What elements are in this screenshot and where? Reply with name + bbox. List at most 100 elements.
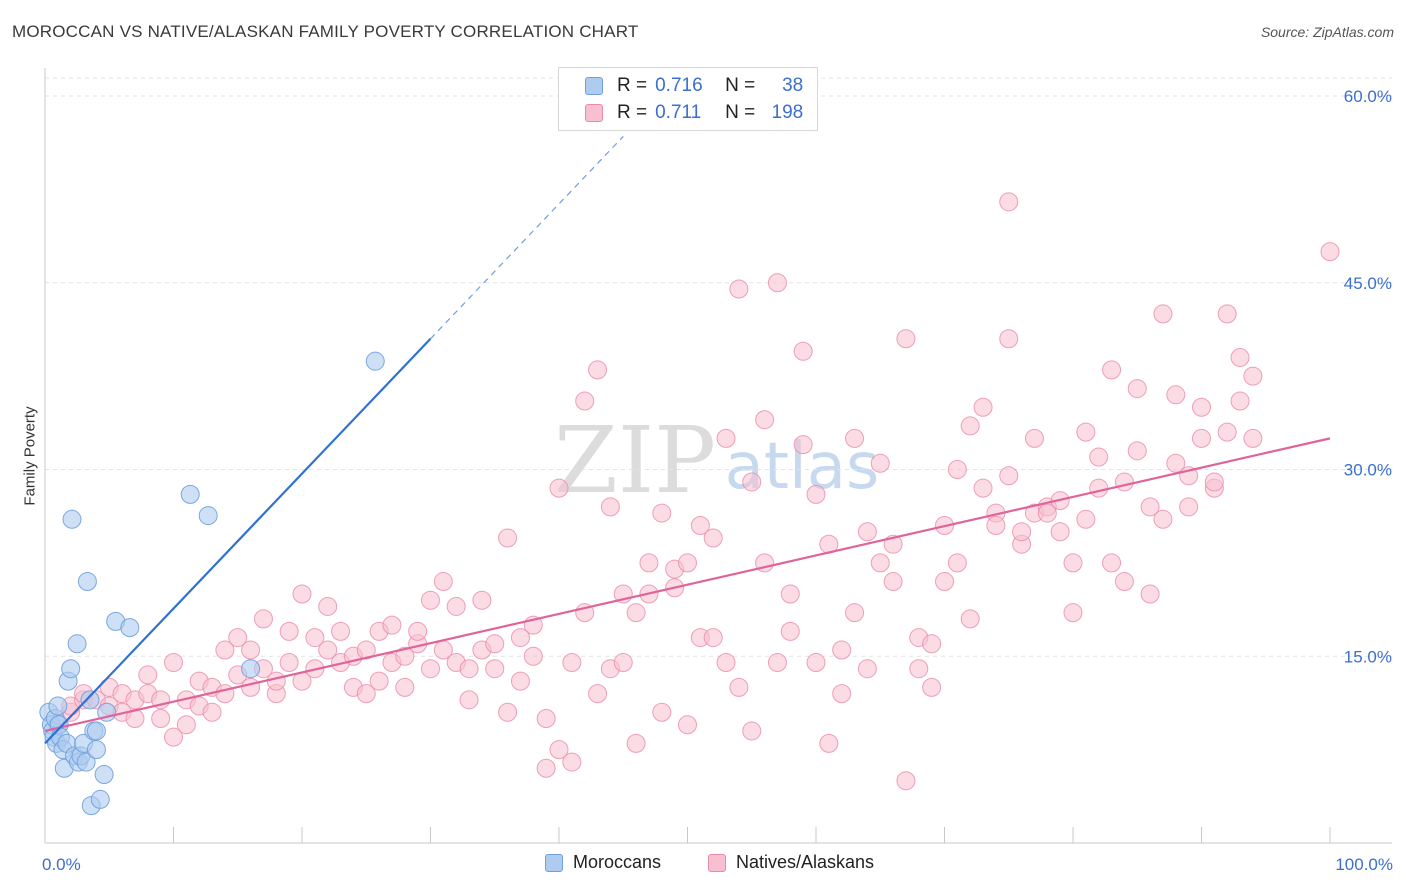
point-natives [485, 659, 505, 679]
point-natives [960, 416, 980, 436]
point-natives [935, 572, 954, 592]
point-natives [164, 652, 183, 672]
series-legend: Moroccans Natives/Alaskans [0, 852, 1406, 878]
watermark-zip: ZIP [554, 407, 716, 514]
point-natives [767, 652, 787, 672]
point-natives [806, 484, 826, 504]
point-natives [999, 466, 1019, 486]
swatch-moroccans [545, 853, 563, 872]
point-natives [215, 640, 235, 660]
trend-line-natives [44, 437, 1331, 733]
point-moroccans [80, 690, 100, 710]
point-natives [279, 652, 299, 672]
point-natives [356, 640, 376, 660]
point-natives [690, 516, 710, 536]
point-natives [1076, 422, 1096, 442]
point-natives [896, 771, 916, 791]
r-label: R = [617, 75, 648, 96]
point-natives [1127, 379, 1147, 399]
point-natives [1102, 360, 1122, 380]
point-natives [780, 584, 800, 604]
r-value: 0.716 [655, 75, 703, 96]
point-natives [716, 652, 736, 672]
point-natives [588, 684, 608, 704]
r-label: R = [617, 102, 648, 123]
point-natives [472, 590, 492, 610]
n-label: N = [725, 102, 756, 123]
point-natives [1243, 366, 1263, 386]
point-moroccans [77, 572, 97, 592]
point-natives [793, 435, 813, 455]
point-natives [1063, 553, 1083, 573]
point-natives [832, 640, 852, 660]
axes [44, 68, 1392, 844]
swatch-natives [585, 104, 603, 122]
point-natives [421, 659, 440, 679]
point-natives [549, 478, 569, 498]
point-natives [1140, 584, 1160, 604]
y-tick-label: 30.0% [1344, 461, 1392, 480]
point-natives [549, 740, 569, 760]
point-natives [922, 634, 942, 654]
point-natives [613, 652, 633, 672]
point-moroccans [61, 659, 81, 679]
point-natives [228, 628, 248, 648]
point-natives [1089, 447, 1109, 467]
series-moroccans-points [39, 351, 385, 816]
point-natives [986, 516, 1006, 536]
point-natives [999, 192, 1019, 212]
point-natives [369, 671, 389, 691]
point-natives [395, 646, 415, 666]
point-natives [973, 478, 993, 498]
point-natives [279, 621, 299, 641]
trend-lines [44, 136, 1331, 745]
stats-row-natives: R = 0.711 N = 198 [585, 100, 803, 126]
point-natives [870, 453, 890, 473]
n-value: 38 [782, 75, 804, 96]
point-natives [626, 733, 646, 753]
stats-legend: R = 0.716 N = 38 R = 0.711 N = 198 [558, 67, 818, 131]
point-natives [395, 677, 415, 697]
point-natives [1012, 522, 1032, 542]
source-credit: Source: ZipAtlas.com [1260, 24, 1394, 40]
point-natives [318, 596, 338, 616]
gridlines [45, 77, 1392, 657]
point-natives [202, 702, 222, 722]
point-natives [652, 702, 672, 722]
point-natives [523, 646, 543, 666]
point-natives [922, 677, 942, 697]
point-natives [459, 690, 479, 710]
point-natives [1166, 385, 1186, 405]
point-natives [703, 528, 723, 548]
y-tick-label: 45.0% [1344, 274, 1392, 293]
legend-item-moroccans[interactable]: Moroccans [545, 852, 661, 873]
legend-item-natives[interactable]: Natives/Alaskans [708, 852, 874, 873]
point-moroccans [120, 618, 140, 638]
point-natives [896, 329, 916, 349]
point-natives [857, 522, 877, 542]
point-natives [1217, 422, 1237, 442]
point-natives [1114, 572, 1134, 592]
point-natives [1140, 497, 1160, 517]
point-natives [1153, 304, 1173, 324]
swatch-moroccans [585, 77, 603, 95]
legend-label-moroccans: Moroccans [573, 852, 662, 872]
point-natives [947, 460, 967, 479]
r-value: 0.711 [655, 102, 702, 123]
point-natives [1204, 472, 1224, 492]
point-moroccans [94, 765, 114, 785]
point-natives [536, 758, 556, 778]
point-natives [562, 652, 582, 672]
point-moroccans [90, 789, 110, 809]
point-natives [382, 615, 402, 635]
point-natives [819, 733, 839, 753]
point-natives [845, 603, 865, 623]
point-natives [832, 684, 852, 704]
point-natives [1089, 478, 1109, 498]
point-natives [999, 329, 1019, 349]
point-natives [331, 621, 351, 641]
point-natives [960, 609, 980, 629]
point-moroccans [241, 659, 261, 679]
point-natives [498, 528, 518, 548]
point-moroccans [62, 509, 82, 529]
